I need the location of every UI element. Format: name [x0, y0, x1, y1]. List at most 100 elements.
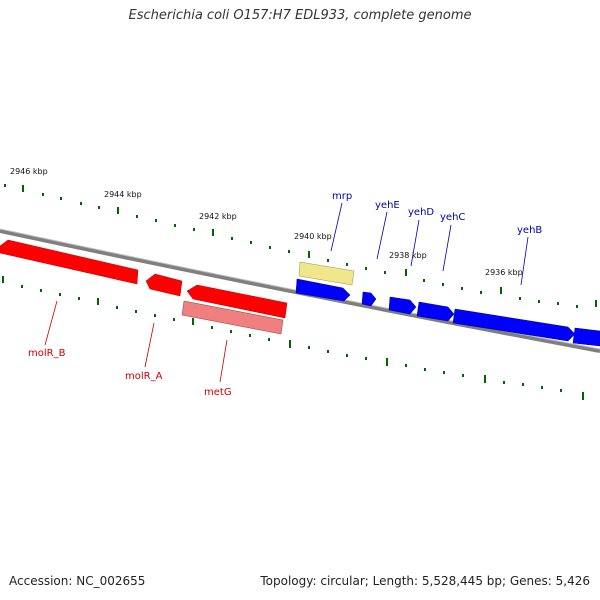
inner-ruler-dot	[327, 350, 329, 353]
inner-ruler-dot	[462, 374, 464, 377]
inner-ruler	[2, 276, 584, 400]
gene-leader-lines	[44, 202, 529, 383]
outer-ruler-dot	[576, 305, 578, 308]
gene-arrow-next[interactable]	[572, 327, 600, 347]
forward-strand-genes	[295, 261, 600, 347]
tick-labels: 2946 kbp 2944 kbp 2942 kbp 2940 kbp 2938…	[10, 167, 523, 277]
outer-ruler-dot	[155, 219, 157, 222]
tick-label: 2940 kbp	[294, 232, 332, 241]
inner-ruler-dot	[40, 289, 42, 292]
outer-ruler-dot	[442, 283, 444, 286]
inner-ruler-major-tick	[97, 298, 99, 305]
gene-block-mrp[interactable]	[298, 261, 355, 286]
outer-ruler-dot	[423, 279, 425, 282]
accession-text: Accession: NC_002655	[9, 574, 146, 588]
gene-arrow-metG[interactable]	[186, 284, 288, 319]
outer-ruler	[4, 184, 597, 308]
leader-line-mrp	[330, 202, 343, 252]
leader-line-yehC	[442, 224, 452, 272]
outer-ruler-dot	[557, 302, 559, 305]
genome-summary-text: Topology: circular; Length: 5,528,445 bp…	[260, 574, 590, 588]
gene-label-yehB: yehB	[517, 225, 542, 236]
leader-line-yehD	[410, 219, 420, 267]
outer-ruler-dot	[80, 202, 82, 205]
inner-ruler-dot	[503, 381, 505, 384]
tick-label: 2936 kbp	[485, 268, 523, 277]
inner-ruler-major-tick	[484, 375, 486, 383]
inner-ruler-dot	[268, 338, 270, 341]
inner-ruler-dot	[541, 386, 543, 389]
inner-ruler-dot	[154, 314, 156, 317]
outer-ruler-major-tick	[595, 300, 597, 307]
inner-ruler-dot	[78, 297, 80, 300]
outer-ruler-dot	[174, 224, 176, 227]
inner-ruler-dot	[560, 389, 562, 392]
leader-line-molR_A	[144, 322, 155, 368]
gene-arrow-yehE[interactable]	[295, 278, 351, 302]
map-title: Escherichia coli O157:H7 EDL933, complet…	[128, 8, 472, 23]
inner-ruler-major-tick	[386, 358, 388, 366]
outer-ruler-dot	[538, 300, 540, 303]
outer-ruler-dot	[365, 267, 367, 270]
inner-ruler-major-tick	[192, 318, 194, 325]
inner-ruler-dot	[230, 330, 232, 333]
outer-ruler-dot	[60, 197, 62, 200]
outer-ruler-dot	[4, 184, 6, 187]
inner-ruler-dot	[135, 310, 137, 313]
inner-ruler-major-tick	[582, 392, 584, 400]
outer-ruler-dot	[136, 215, 138, 218]
gene-labels: molR_B molR_A metG mrp yehE yehD yehC ye…	[28, 191, 542, 398]
tick-label: 2942 kbp	[199, 212, 237, 221]
outer-ruler-dot	[346, 263, 348, 266]
inner-ruler-dot	[346, 354, 348, 357]
outer-ruler-major-tick	[308, 251, 310, 258]
inner-ruler-dot	[424, 368, 426, 371]
leader-line-yehB	[520, 236, 529, 286]
inner-ruler-dot	[308, 346, 310, 349]
gene-arrow-molR_B[interactable]	[0, 239, 139, 285]
outer-ruler-dot	[461, 287, 463, 290]
gene-arrow-yehB[interactable]	[452, 308, 576, 342]
outer-ruler-dot	[231, 237, 233, 240]
inner-ruler-dot	[443, 371, 445, 374]
outer-ruler-dot	[288, 250, 290, 253]
gene-arrow-yehC[interactable]	[416, 301, 455, 322]
gene-block-metG-pseudo[interactable]	[181, 300, 284, 335]
outer-ruler-dot	[327, 259, 329, 262]
inner-ruler-dot	[522, 383, 524, 386]
gene-arrow-molR_A[interactable]	[145, 273, 183, 297]
outer-ruler-dot	[98, 206, 100, 209]
reverse-strand-genes	[0, 239, 288, 335]
gene-label-yehD: yehD	[408, 207, 434, 218]
outer-ruler-major-tick	[500, 287, 502, 294]
inner-ruler-dot	[365, 357, 367, 360]
leader-line-yehE	[376, 211, 388, 260]
leader-line-metG	[219, 339, 228, 383]
outer-ruler-major-tick	[405, 269, 407, 276]
outer-ruler-dot	[193, 228, 195, 231]
inner-ruler-dot	[59, 293, 61, 296]
outer-ruler-dot	[384, 271, 386, 274]
gene-arrow-yehD[interactable]	[388, 296, 417, 315]
tick-label: 2946 kbp	[10, 167, 48, 176]
inner-ruler-dot	[116, 306, 118, 309]
gene-label-yehE: yehE	[375, 200, 400, 211]
inner-ruler-major-tick	[2, 276, 4, 283]
outer-ruler-dot	[42, 193, 44, 196]
leader-line-molR_B	[44, 300, 58, 346]
inner-ruler-dot	[405, 364, 407, 367]
tick-label: 2944 kbp	[104, 190, 142, 199]
inner-ruler-major-tick	[289, 340, 291, 348]
inner-ruler-dot	[249, 334, 251, 337]
outer-ruler-dot	[269, 246, 271, 249]
outer-ruler-dot	[480, 291, 482, 294]
outer-ruler-dot	[250, 241, 252, 244]
gene-label-metG: metG	[204, 387, 232, 398]
gene-label-molR_A: molR_A	[125, 371, 163, 382]
outer-ruler-major-tick	[212, 229, 214, 236]
inner-ruler-dot	[173, 318, 175, 321]
outer-ruler-major-tick	[117, 207, 119, 214]
gene-arrow-yehE-small[interactable]	[361, 291, 377, 307]
